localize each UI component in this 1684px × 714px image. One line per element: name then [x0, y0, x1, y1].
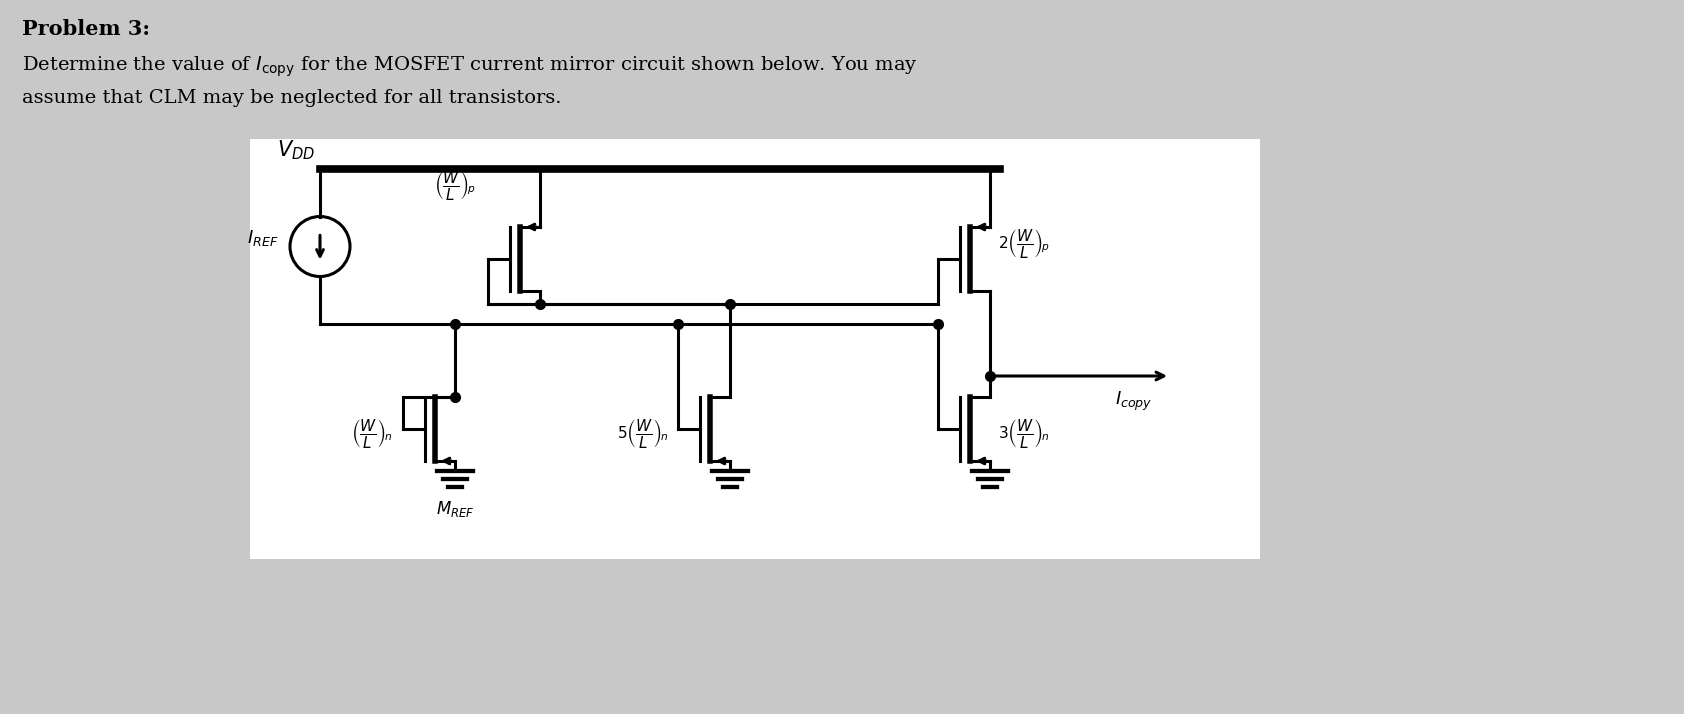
Text: $2\left(\dfrac{W}{L}\right)_{\!p}$: $2\left(\dfrac{W}{L}\right)_{\!p}$ [999, 228, 1049, 261]
Text: Determine the value of $I_{\mathrm{copy}}$ for the MOSFET current mirror circuit: Determine the value of $I_{\mathrm{copy}… [22, 54, 918, 79]
Text: $5\left(\dfrac{W}{L}\right)_{\!n}$: $5\left(\dfrac{W}{L}\right)_{\!n}$ [616, 418, 669, 451]
Text: $\left(\dfrac{W}{L}\right)_{\!n}$: $\left(\dfrac{W}{L}\right)_{\!n}$ [352, 418, 392, 451]
Text: $I_{REF}$: $I_{REF}$ [246, 228, 278, 248]
Text: Problem 3:: Problem 3: [22, 19, 150, 39]
Text: $I_{copy}$: $I_{copy}$ [1115, 390, 1152, 413]
Text: $M_{REF}$: $M_{REF}$ [436, 499, 475, 519]
Text: $V_{DD}$: $V_{DD}$ [276, 139, 315, 162]
Bar [249, 139, 1260, 559]
Text: $3\left(\dfrac{W}{L}\right)_{\!n}$: $3\left(\dfrac{W}{L}\right)_{\!n}$ [999, 418, 1049, 451]
Text: assume that CLM may be neglected for all transistors.: assume that CLM may be neglected for all… [22, 89, 561, 107]
Text: $\left(\dfrac{W}{L}\right)_{\!p}$: $\left(\dfrac{W}{L}\right)_{\!p}$ [434, 169, 477, 202]
